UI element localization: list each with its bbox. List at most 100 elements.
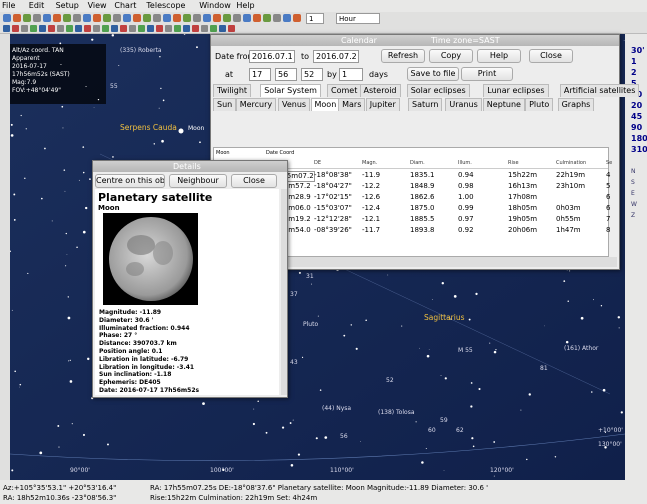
tool-icon[interactable] bbox=[30, 25, 37, 32]
tool-icon[interactable] bbox=[193, 14, 201, 22]
tool-icon[interactable] bbox=[133, 14, 141, 22]
tool-icon[interactable] bbox=[84, 25, 91, 32]
tool-icon[interactable] bbox=[223, 14, 231, 22]
tool-icon[interactable] bbox=[12, 25, 19, 32]
tool-icon[interactable] bbox=[163, 14, 171, 22]
tool-icon[interactable] bbox=[53, 14, 61, 22]
tool-icon[interactable] bbox=[263, 14, 271, 22]
tool-icon[interactable] bbox=[3, 25, 10, 32]
tool-icon[interactable] bbox=[219, 25, 226, 32]
tab[interactable]: Venus bbox=[278, 98, 311, 111]
menu-item[interactable]: Telescope bbox=[146, 1, 186, 10]
scrollbar[interactable] bbox=[213, 257, 617, 267]
button[interactable]: Print bbox=[461, 67, 513, 81]
tab[interactable]: Twilight bbox=[213, 84, 252, 97]
date-to[interactable]: 2016.07.2 bbox=[313, 50, 359, 63]
button[interactable]: Save to file bbox=[407, 67, 459, 81]
tool-icon[interactable] bbox=[203, 14, 211, 22]
button[interactable]: Neighbour bbox=[169, 174, 227, 188]
unit-select[interactable]: Hour bbox=[336, 13, 380, 24]
tool-icon[interactable] bbox=[173, 14, 181, 22]
menu-item[interactable]: Window bbox=[199, 1, 231, 10]
tool-icon[interactable] bbox=[33, 14, 41, 22]
button[interactable]: Close bbox=[231, 174, 277, 188]
menu-item[interactable]: Help bbox=[236, 1, 255, 10]
side-button[interactable]: W bbox=[631, 201, 637, 208]
tool-icon[interactable] bbox=[138, 25, 145, 32]
tool-icon[interactable] bbox=[192, 25, 199, 32]
time-input[interactable]: 17 bbox=[249, 68, 271, 81]
tool-icon[interactable] bbox=[21, 25, 28, 32]
button[interactable]: Copy bbox=[429, 49, 473, 63]
tool-icon[interactable] bbox=[273, 14, 281, 22]
tab[interactable]: Lunar eclipses bbox=[483, 84, 549, 97]
side-button[interactable]: Z bbox=[631, 212, 636, 219]
tab[interactable]: Saturn bbox=[408, 98, 443, 111]
tool-icon[interactable] bbox=[183, 14, 191, 22]
step-input[interactable]: 1 bbox=[339, 68, 363, 81]
tool-icon[interactable] bbox=[66, 25, 73, 32]
tool-icon[interactable] bbox=[213, 14, 221, 22]
button[interactable]: Help bbox=[477, 49, 521, 63]
side-button[interactable]: N bbox=[631, 168, 636, 175]
tab[interactable]: Uranus bbox=[445, 98, 482, 111]
tool-icon[interactable] bbox=[75, 25, 82, 32]
tab[interactable]: Pluto bbox=[525, 98, 554, 111]
tab[interactable]: Comet bbox=[327, 84, 362, 97]
menu-item[interactable]: File bbox=[2, 1, 16, 10]
menu-item[interactable]: Setup bbox=[55, 1, 79, 10]
tool-icon[interactable] bbox=[147, 25, 154, 32]
tool-icon[interactable] bbox=[43, 14, 51, 22]
tool-icon[interactable] bbox=[23, 14, 31, 22]
tab[interactable]: Moon bbox=[310, 98, 341, 111]
button[interactable]: Close bbox=[529, 49, 573, 63]
tool-icon[interactable] bbox=[102, 25, 109, 32]
tool-icon[interactable] bbox=[113, 14, 121, 22]
date-from[interactable]: 2016.07.1 bbox=[249, 50, 295, 63]
tool-icon[interactable] bbox=[123, 14, 131, 22]
menu-item[interactable]: Edit bbox=[28, 1, 45, 10]
tool-icon[interactable] bbox=[165, 25, 172, 32]
tool-icon[interactable] bbox=[253, 14, 261, 22]
tab[interactable]: Solar System bbox=[260, 84, 321, 97]
tool-icon[interactable] bbox=[243, 14, 251, 22]
scrollbar[interactable] bbox=[281, 189, 287, 395]
tool-icon[interactable] bbox=[3, 14, 11, 22]
tool-icon[interactable] bbox=[93, 14, 101, 22]
tool-icon[interactable] bbox=[156, 25, 163, 32]
tab[interactable]: Mars bbox=[338, 98, 366, 111]
tab[interactable]: Sun bbox=[213, 98, 237, 111]
tool-icon[interactable] bbox=[143, 14, 151, 22]
tool-icon[interactable] bbox=[13, 14, 21, 22]
tool-icon[interactable] bbox=[48, 25, 55, 32]
tab[interactable]: Mercury bbox=[235, 98, 277, 111]
tool-icon[interactable] bbox=[183, 25, 190, 32]
menu-item[interactable]: Chart bbox=[114, 1, 137, 10]
button[interactable]: Centre on this ob bbox=[95, 174, 165, 188]
menu-item[interactable]: View bbox=[87, 1, 107, 10]
tool-icon[interactable] bbox=[39, 25, 46, 32]
button[interactable]: Refresh bbox=[381, 49, 425, 63]
tab[interactable]: Asteroid bbox=[359, 84, 401, 97]
tool-icon[interactable] bbox=[233, 14, 241, 22]
tool-icon[interactable] bbox=[293, 14, 301, 22]
tool-icon[interactable] bbox=[283, 14, 291, 22]
tool-icon[interactable] bbox=[63, 14, 71, 22]
tool-icon[interactable] bbox=[83, 14, 91, 22]
tab[interactable]: Jupiter bbox=[365, 98, 400, 111]
tab[interactable]: Neptune bbox=[482, 98, 525, 111]
tool-icon[interactable] bbox=[57, 25, 64, 32]
tool-icon[interactable] bbox=[201, 25, 208, 32]
tool-icon[interactable] bbox=[103, 14, 111, 22]
side-button[interactable]: E bbox=[631, 190, 635, 197]
tool-icon[interactable] bbox=[174, 25, 181, 32]
time-input[interactable]: 56 bbox=[275, 68, 297, 81]
tab[interactable]: Artificial satellites bbox=[559, 84, 640, 97]
side-button[interactable]: S bbox=[631, 179, 635, 186]
tool-icon[interactable] bbox=[210, 25, 217, 32]
tool-icon[interactable] bbox=[129, 25, 136, 32]
tool-icon[interactable] bbox=[120, 25, 127, 32]
time-input[interactable]: 52 bbox=[301, 68, 323, 81]
tool-icon[interactable] bbox=[153, 14, 161, 22]
tool-icon[interactable] bbox=[73, 14, 81, 22]
